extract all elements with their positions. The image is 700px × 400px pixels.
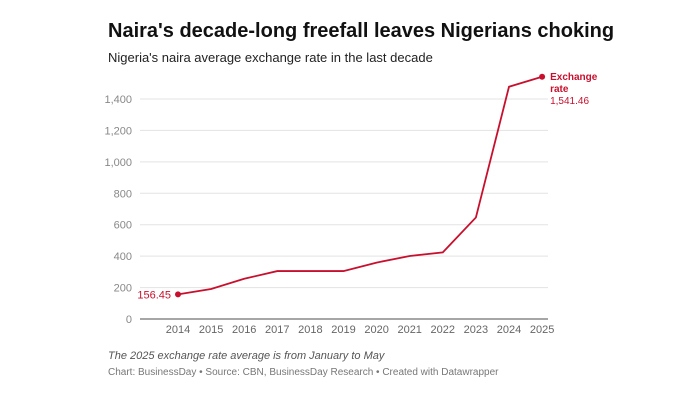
chart-title: Naira's decade-long freefall leaves Nige… — [108, 20, 615, 42]
x-tick-label: 2023 — [464, 324, 488, 336]
y-tick-label: 0 — [126, 314, 132, 326]
x-tick-label: 2015 — [199, 324, 223, 336]
data-point — [539, 73, 546, 80]
y-tick-label: 400 — [114, 251, 132, 263]
end-label-value: 1,541.46 — [550, 96, 589, 107]
x-tick-label: 2016 — [232, 324, 256, 336]
x-tick-label: 2020 — [364, 324, 388, 336]
x-tick-label: 2018 — [298, 324, 322, 336]
x-tick-label: 2017 — [265, 324, 289, 336]
y-tick-label: 200 — [114, 283, 132, 295]
series-line — [177, 75, 543, 296]
end-label-name: rate — [550, 84, 569, 95]
x-tick-label: 2025 — [530, 324, 554, 336]
end-label-name: Exchange — [550, 72, 598, 83]
y-tick-label: 1,000 — [104, 157, 132, 169]
x-tick-label: 2019 — [331, 324, 355, 336]
start-label: 156.45 — [137, 289, 171, 301]
chart-credit: Chart: BusinessDay • Source: CBN, Busine… — [108, 367, 499, 378]
y-tick-label: 1,400 — [104, 94, 132, 106]
data-point — [175, 291, 181, 298]
x-tick-label: 2024 — [497, 324, 521, 336]
chart-note: The 2025 exchange rate average is from J… — [108, 350, 385, 362]
x-tick-label: 2021 — [397, 324, 421, 336]
x-tick-label: 2022 — [431, 324, 455, 336]
x-tick-label: 2014 — [166, 324, 190, 336]
chart-subtitle: Nigeria's naira average exchange rate in… — [108, 50, 433, 65]
y-tick-label: 600 — [114, 220, 132, 232]
y-tick-label: 800 — [114, 188, 132, 200]
y-tick-label: 1,200 — [104, 125, 132, 137]
